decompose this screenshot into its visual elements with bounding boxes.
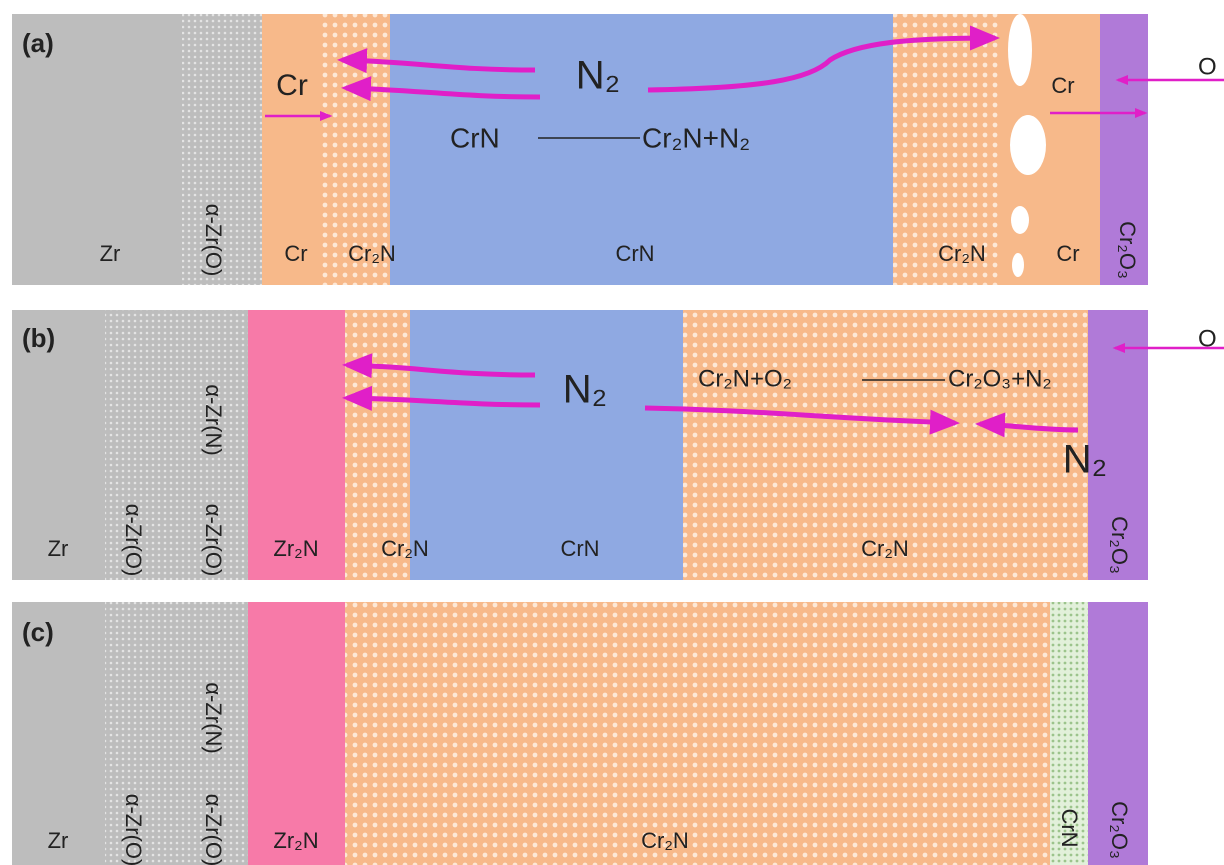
label: Cr₂O₃ xyxy=(1107,801,1132,859)
panel-b: (b) Zr α-Zr(O) α-Zr(O) α-Zr(N) Zr₂N Cr₂N… xyxy=(12,310,1224,580)
label: Zr xyxy=(48,536,69,561)
label: Cr₂N xyxy=(348,241,396,266)
layer xyxy=(345,602,1050,865)
label: CrN xyxy=(450,122,500,153)
label: Zr₂N xyxy=(273,536,318,561)
label: Cr₂N xyxy=(938,241,986,266)
label: Zr₂N xyxy=(273,828,318,853)
void xyxy=(1012,253,1024,277)
label: Cr₂N+O₂ xyxy=(698,365,792,392)
label: Zr xyxy=(100,241,121,266)
label: α-Zr(O) xyxy=(201,794,226,865)
label: Cr₂N xyxy=(641,828,689,853)
label: α-Zr(N) xyxy=(201,682,226,753)
label: Cr xyxy=(276,69,308,102)
label: (c) xyxy=(22,617,54,647)
panel-c: (c) Zr α-Zr(O) α-Zr(O) α-Zr(N) Zr₂N Cr₂N… xyxy=(12,602,1148,865)
label: Cr₂N+N₂ xyxy=(642,122,750,153)
label: CrN xyxy=(560,536,599,561)
label: (b) xyxy=(22,323,55,353)
diagram: (a) Zr α-Zr(O) Cr Cr₂N CrN Cr₂N Cr Cr₂O₃… xyxy=(0,0,1224,865)
label: Cr xyxy=(1056,241,1079,266)
label: O xyxy=(1198,325,1217,352)
label: α-Zr(O) xyxy=(201,204,226,277)
label: Cr₂O₃+N₂ xyxy=(948,365,1052,392)
label: CrN xyxy=(615,241,654,266)
label: α-Zr(N) xyxy=(201,384,226,455)
label: Cr xyxy=(284,241,307,266)
label: Zr xyxy=(48,828,69,853)
label: Cr₂N xyxy=(861,536,909,561)
label: Cr₂O₃ xyxy=(1107,516,1132,574)
void xyxy=(1011,206,1029,234)
label: Cr₂N xyxy=(381,536,429,561)
label: α-Zr(O) xyxy=(121,794,146,865)
layer xyxy=(410,310,683,580)
panel-a: (a) Zr α-Zr(O) Cr Cr₂N CrN Cr₂N Cr Cr₂O₃… xyxy=(12,14,1224,285)
label: α-Zr(O) xyxy=(201,504,226,577)
label: α-Zr(O) xyxy=(121,504,146,577)
void xyxy=(1008,14,1032,86)
label: Cr₂O₃ xyxy=(1115,221,1140,279)
label: Cr xyxy=(1051,73,1074,98)
label: N₂ xyxy=(563,368,607,412)
label: CrN xyxy=(1057,808,1082,847)
void xyxy=(1010,115,1046,175)
label: N₂ xyxy=(1063,438,1107,482)
label: N₂ xyxy=(576,54,620,98)
label: (a) xyxy=(22,28,54,58)
layer xyxy=(248,602,345,865)
label: O xyxy=(1198,53,1217,80)
